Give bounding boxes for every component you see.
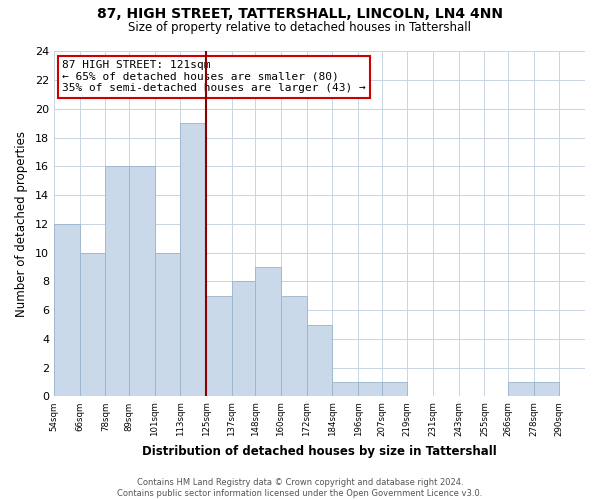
Bar: [155, 252, 181, 396]
Bar: [129, 166, 155, 396]
Text: Contains HM Land Registry data © Crown copyright and database right 2024.
Contai: Contains HM Land Registry data © Crown c…: [118, 478, 482, 498]
Bar: [358, 382, 382, 396]
Bar: [206, 296, 232, 396]
Bar: [382, 382, 407, 396]
Bar: [54, 224, 80, 396]
Y-axis label: Number of detached properties: Number of detached properties: [15, 131, 28, 317]
X-axis label: Distribution of detached houses by size in Tattershall: Distribution of detached houses by size …: [142, 444, 497, 458]
Text: 87 HIGH STREET: 121sqm
← 65% of detached houses are smaller (80)
35% of semi-det: 87 HIGH STREET: 121sqm ← 65% of detached…: [62, 60, 366, 94]
Bar: [80, 252, 106, 396]
Bar: [281, 296, 307, 396]
Bar: [232, 282, 256, 397]
Text: 87, HIGH STREET, TATTERSHALL, LINCOLN, LN4 4NN: 87, HIGH STREET, TATTERSHALL, LINCOLN, L…: [97, 8, 503, 22]
Bar: [332, 382, 358, 396]
Text: Size of property relative to detached houses in Tattershall: Size of property relative to detached ho…: [128, 21, 472, 34]
Bar: [533, 382, 559, 396]
Bar: [307, 324, 332, 396]
Bar: [181, 124, 206, 396]
Bar: [256, 267, 281, 396]
Bar: [106, 166, 129, 396]
Bar: [508, 382, 533, 396]
